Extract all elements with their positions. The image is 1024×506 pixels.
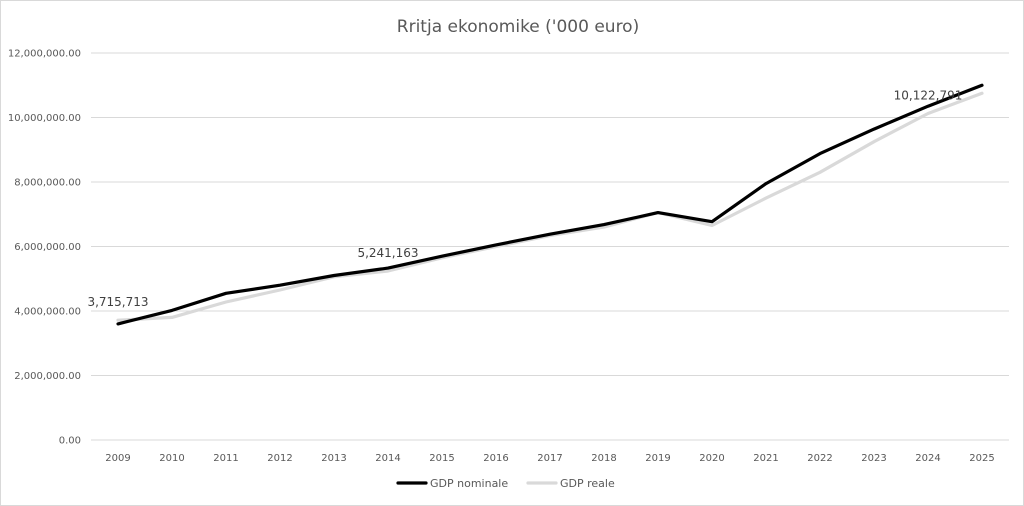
x-tick-label: 2023 xyxy=(861,453,886,464)
y-tick-label: 2,000,000.00 xyxy=(14,371,81,382)
series-line-gdp-nominale xyxy=(116,83,984,326)
y-tick-label: 6,000,000.00 xyxy=(14,242,81,253)
y-tick-label: 10,000,000.00 xyxy=(8,113,81,124)
data-label: 10,122,791 xyxy=(894,89,963,103)
x-tick-label: 2015 xyxy=(429,453,454,464)
legend-item-gdp-nominale: GDP nominale xyxy=(396,477,508,490)
x-tick-label: 2022 xyxy=(807,453,832,464)
y-axis-tick-labels: 0.00 2,000,000.00 4,000,000.00 6,000,000.00… xyxy=(8,49,81,447)
x-tick-label: 2013 xyxy=(321,453,346,464)
legend-item-gdp-reale: GDP reale xyxy=(526,477,615,490)
y-tick-label: 0.00 xyxy=(59,436,81,447)
x-tick-label: 2025 xyxy=(969,453,994,464)
x-tick-label: 2010 xyxy=(159,453,184,464)
x-tick-label: 2017 xyxy=(537,453,562,464)
x-tick-label: 2016 xyxy=(483,453,508,464)
y-tick-label: 4,000,000.00 xyxy=(14,307,81,318)
x-tick-label: 2021 xyxy=(753,453,778,464)
x-tick-label: 2024 xyxy=(915,453,940,464)
series-line-gdp-reale xyxy=(116,91,984,322)
data-labels: 3,715,713 5,241,163 10,122,791 xyxy=(87,89,962,310)
gridlines xyxy=(91,52,1009,441)
x-tick-label: 2019 xyxy=(645,453,670,464)
y-tick-label: 12,000,000.00 xyxy=(8,49,81,60)
x-tick-label: 2018 xyxy=(591,453,616,464)
x-tick-label: 2011 xyxy=(213,453,238,464)
data-label: 5,241,163 xyxy=(357,246,418,260)
data-label: 3,715,713 xyxy=(87,295,148,309)
x-axis-tick-labels: 2009 2010 2011 2012 2013 2014 2015 2016 2017 2018… xyxy=(105,453,994,464)
x-tick-label: 2020 xyxy=(699,453,724,464)
chart-title: Rritja ekonomike ('000 euro) xyxy=(397,17,639,37)
legend-label: GDP reale xyxy=(560,477,615,490)
legend: GDP nominale GDP reale xyxy=(396,477,615,490)
y-tick-label: 8,000,000.00 xyxy=(14,178,81,189)
series-lines xyxy=(116,83,984,326)
x-tick-label: 2009 xyxy=(105,453,130,464)
legend-label: GDP nominale xyxy=(430,477,508,490)
x-tick-label: 2014 xyxy=(375,453,400,464)
x-tick-label: 2012 xyxy=(267,453,292,464)
